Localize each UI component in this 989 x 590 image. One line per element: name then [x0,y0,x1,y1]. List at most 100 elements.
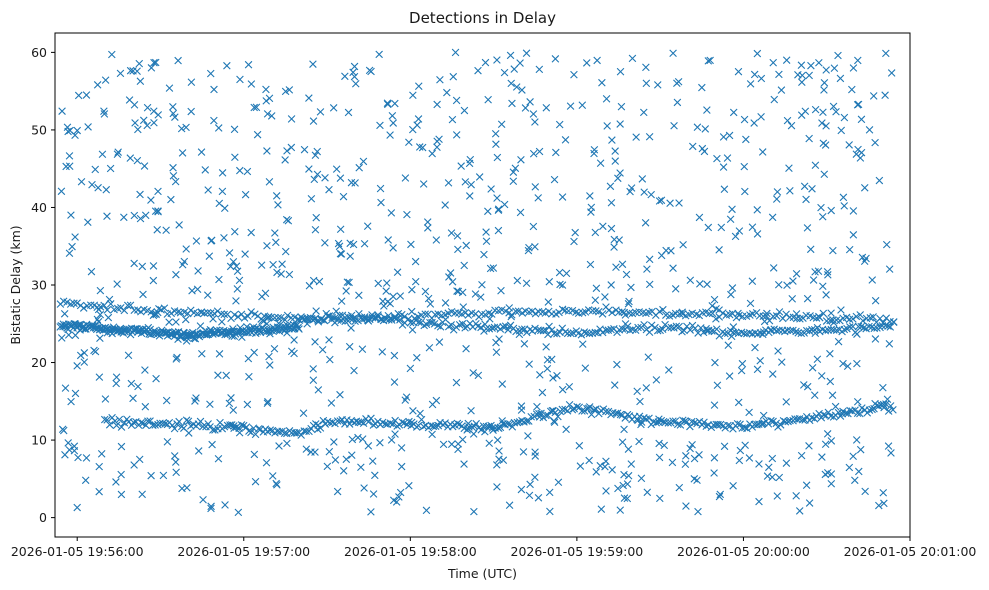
scatter-marker [612,263,620,271]
scatter-marker [585,329,594,338]
scatter-marker [358,345,367,353]
scatter-marker [505,322,514,331]
scatter-marker [828,391,837,400]
scatter-marker [876,314,884,323]
scatter-marker [882,240,891,249]
scatter-marker [236,166,244,175]
scatter-marker [640,188,648,196]
scatter-marker [798,415,807,424]
scatter-marker [656,326,664,335]
scatter-marker [436,323,445,331]
scatter-marker [325,447,334,456]
scatter-marker [301,315,309,323]
scatter-marker [268,472,277,480]
scatter-marker [170,424,179,433]
scatter-marker [535,65,544,74]
scatter-marker [178,149,187,157]
scatter-marker [136,190,144,199]
scatter-marker [476,293,485,301]
scatter-marker [819,282,827,291]
scatter-marker [544,298,553,306]
scatter-marker [367,508,375,516]
scatter-marker [567,329,575,338]
scatter-marker [250,348,258,357]
scatter-marker [758,148,767,156]
scatter-marker [818,119,826,127]
scatter-marker [182,337,191,345]
scatter-marker [245,372,253,381]
scatter-marker [884,322,892,330]
scatter-marker [766,326,775,335]
scatter-marker [550,329,558,338]
scatter-marker [65,446,74,454]
scatter-marker [67,211,75,219]
scatter-marker [729,323,738,331]
scatter-marker [558,281,567,289]
scatter-marker [495,335,503,343]
scatter-marker [158,419,167,428]
scatter-marker [482,324,490,333]
scatter-marker [607,281,615,289]
scatter-marker [768,473,777,481]
scatter-marker [654,418,663,426]
scatter-marker [94,305,103,314]
scatter-marker [371,471,379,480]
scatter-marker [563,407,572,415]
scatter-marker [498,380,507,388]
scatter-marker [280,429,289,438]
scatter-marker [671,417,680,425]
scatter-marker [725,131,734,140]
scatter-marker [309,117,318,125]
scatter-marker [822,122,830,130]
scatter-marker [350,72,359,81]
scatter-marker [233,285,242,293]
scatter-marker [748,277,757,286]
scatter-marker [178,260,187,269]
scatter-marker [509,177,518,186]
scatter-marker [879,400,888,409]
scatter-marker [371,313,380,321]
scatter-marker [582,59,591,67]
scatter-marker [453,232,462,240]
scatter-marker [139,116,148,125]
scatter-marker [535,147,544,156]
scatter-marker [525,360,533,368]
scatter-marker [71,131,79,140]
scatter-marker [853,330,861,338]
scatter-marker [488,424,497,432]
scatter-marker [221,501,229,509]
scatter-marker [129,418,138,427]
scatter-marker [856,311,865,319]
scatter-marker [670,121,678,130]
scatter-marker [839,359,847,368]
scatter-marker [176,333,185,342]
scatter-marker [504,420,512,428]
scatter-marker [332,165,341,173]
scatter-marker [386,131,394,139]
scatter-marker [302,427,310,436]
scatter-marker [656,494,664,503]
scatter-marker [571,228,579,237]
scatter-marker [681,460,690,468]
scatter-marker [197,148,206,156]
scatter-marker [265,352,273,361]
scatter-marker [341,72,349,81]
scatter-marker [235,276,244,285]
scatter-marker [350,62,359,71]
scatter-marker [521,104,530,112]
scatter-marker [773,188,782,196]
scatter-marker [886,402,895,410]
scatter-marker [336,390,344,399]
scatter-marker [197,308,206,316]
scatter-marker [71,389,80,398]
scatter-marker [614,484,622,493]
scatter-marker [777,86,786,94]
scatter-marker [182,123,190,132]
scatter-marker [829,318,838,327]
scatter-marker [675,199,683,207]
scatter-marker [808,184,816,193]
scatter-marker [444,179,453,187]
scatter-marker [839,193,848,202]
scatter-marker [811,268,819,276]
scatter-marker [578,340,587,348]
